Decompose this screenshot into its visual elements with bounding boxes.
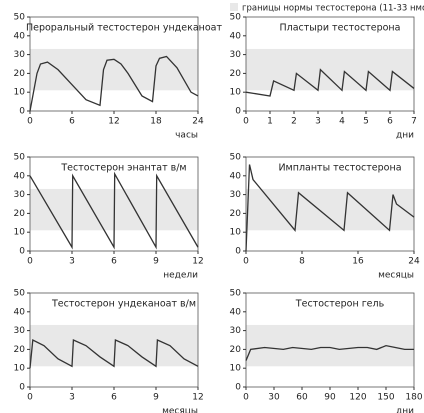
- x-tick-label: 3: [69, 257, 75, 267]
- y-tick-label: 50: [230, 13, 242, 23]
- y-tick-label: 20: [14, 345, 26, 355]
- x-tick-label: 9: [153, 393, 159, 403]
- y-tick-label: 0: [235, 247, 241, 257]
- panel-title: Тестостерон энантат в/м: [60, 163, 186, 174]
- x-tick-label: 6: [111, 257, 117, 267]
- x-tick-label: 9: [153, 257, 159, 267]
- y-tick-label: 40: [14, 31, 26, 41]
- data-line: [245, 68, 415, 97]
- x-tick-label: 150: [377, 393, 394, 403]
- x-tick-label: 0: [243, 393, 249, 403]
- x-tick-label: 120: [349, 393, 366, 403]
- y-tick-label: 10: [230, 364, 242, 374]
- y-tick-label: 10: [14, 364, 26, 374]
- data-line: [29, 171, 199, 250]
- y-tick-label: 40: [230, 171, 242, 181]
- y-tick-label: 40: [14, 171, 26, 181]
- x-axis-label: недели: [163, 271, 198, 281]
- plot-frame: [245, 156, 415, 252]
- y-tick-label: 30: [14, 326, 26, 336]
- legend-swatch: [230, 3, 238, 11]
- y-tick-label: 30: [230, 50, 242, 60]
- y-tick-label: 40: [230, 307, 242, 317]
- y-tick-label: 0: [235, 383, 241, 393]
- x-axis-label: часы: [175, 131, 198, 141]
- y-tick-label: 50: [230, 153, 242, 163]
- panel-title: Пластыри тестостерона: [280, 23, 401, 34]
- x-axis-label: месяцы: [378, 271, 414, 281]
- x-tick-label: 4: [339, 117, 345, 127]
- x-tick-label: 6: [111, 393, 117, 403]
- y-tick-label: 20: [14, 209, 26, 219]
- x-tick-label: 5: [363, 117, 369, 127]
- normal-band: [246, 48, 414, 91]
- y-tick-label: 10: [230, 88, 242, 98]
- y-tick-label: 0: [19, 383, 25, 393]
- x-tick-label: 30: [268, 393, 280, 403]
- x-tick-label: 12: [192, 257, 203, 267]
- y-tick-label: 50: [14, 289, 26, 299]
- x-tick-label: 12: [192, 393, 203, 403]
- x-tick-label: 0: [27, 117, 33, 127]
- y-tick-label: 20: [230, 69, 242, 79]
- y-tick-label: 20: [14, 69, 26, 79]
- x-tick-label: 16: [352, 257, 364, 267]
- x-tick-label: 180: [405, 393, 422, 403]
- panel-title: Импланты тестостерона: [278, 163, 401, 174]
- x-tick-label: 24: [408, 257, 420, 267]
- y-tick-label: 10: [14, 88, 26, 98]
- x-tick-label: 0: [27, 393, 33, 403]
- y-tick-label: 0: [19, 107, 25, 117]
- y-tick-label: 50: [14, 13, 26, 23]
- y-tick-label: 30: [14, 190, 26, 200]
- y-tick-label: 40: [230, 31, 242, 41]
- y-tick-label: 30: [230, 190, 242, 200]
- x-tick-label: 24: [192, 117, 204, 127]
- y-tick-label: 10: [230, 228, 242, 238]
- x-tick-label: 3: [69, 393, 75, 403]
- y-tick-label: 20: [230, 209, 242, 219]
- y-tick-label: 30: [14, 50, 26, 60]
- y-tick-label: 20: [230, 345, 242, 355]
- data-line: [245, 344, 414, 361]
- x-tick-label: 8: [299, 257, 305, 267]
- data-line: [29, 55, 199, 112]
- x-tick-label: 12: [108, 117, 119, 127]
- x-tick-label: 3: [315, 117, 321, 127]
- data-line: [245, 164, 415, 252]
- x-tick-label: 60: [296, 393, 308, 403]
- x-axis-label: дни: [396, 407, 414, 413]
- x-tick-label: 0: [27, 257, 33, 267]
- y-tick-label: 0: [235, 107, 241, 117]
- x-tick-label: 0: [243, 117, 249, 127]
- y-tick-label: 50: [14, 153, 26, 163]
- panel-title: Тестостерон гель: [295, 299, 385, 310]
- panel-title: Тестостерон ундеканоат в/м: [51, 299, 196, 310]
- plot-frame: [245, 16, 415, 112]
- x-tick-label: 18: [150, 117, 162, 127]
- y-tick-label: 10: [14, 228, 26, 238]
- y-tick-label: 50: [230, 289, 242, 299]
- y-tick-label: 30: [230, 326, 242, 336]
- y-tick-label: 40: [14, 307, 26, 317]
- data-line: [29, 338, 199, 369]
- x-tick-label: 2: [291, 117, 297, 127]
- x-axis-label: месяцы: [162, 407, 198, 413]
- panel-title: Пероральный тестостерон ундеканоат: [26, 23, 223, 34]
- normal-band: [246, 188, 414, 231]
- normal-band: [30, 48, 198, 91]
- y-tick-label: 0: [19, 247, 25, 257]
- x-tick-label: 6: [387, 117, 393, 127]
- x-tick-label: 90: [324, 393, 336, 403]
- x-tick-label: 6: [69, 117, 75, 127]
- x-tick-label: 7: [411, 117, 417, 127]
- legend-label: границы нормы тестостерона (11-33 нмоль/…: [242, 4, 424, 14]
- x-tick-label: 0: [243, 257, 249, 267]
- x-tick-label: 1: [267, 117, 273, 127]
- x-axis-label: дни: [396, 131, 414, 141]
